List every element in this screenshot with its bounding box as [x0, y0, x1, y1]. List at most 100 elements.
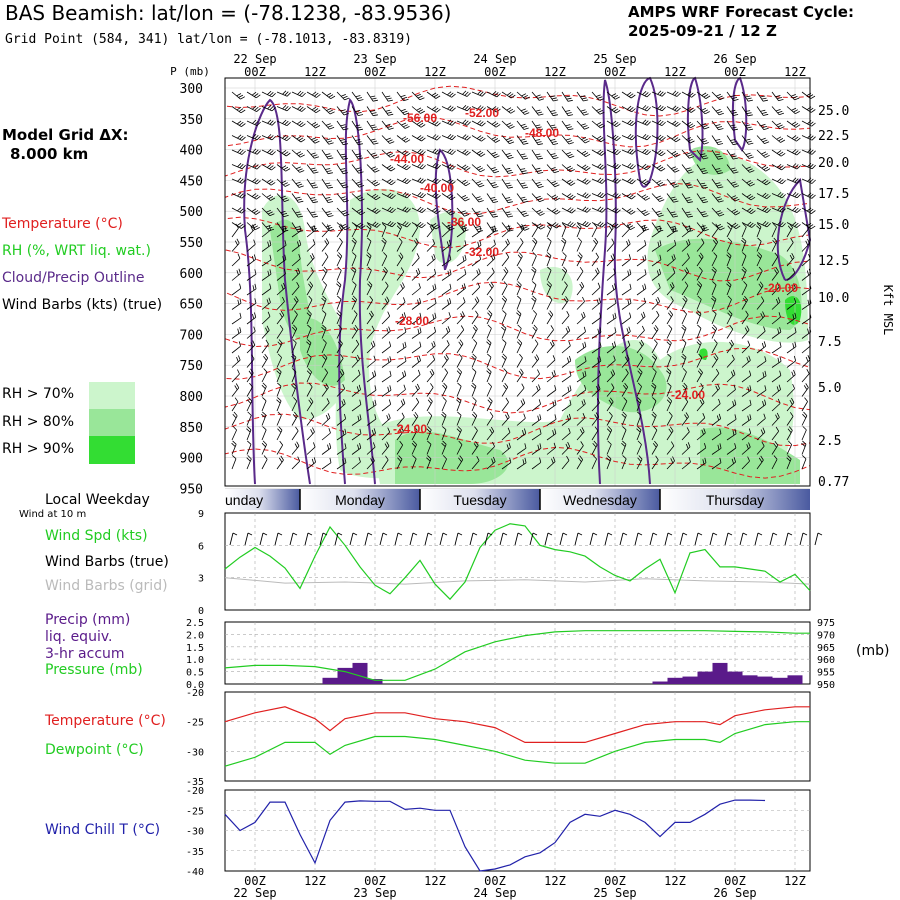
temp-panel-ytick: -30 [186, 747, 204, 758]
precip-panel-ytick: 0.5 [186, 668, 204, 679]
wind-barb [246, 269, 257, 281]
surface-wind-barb [649, 532, 658, 546]
wind-barb [801, 440, 807, 455]
wind-barb [681, 225, 691, 238]
top-date-label: 24 Sep [473, 52, 516, 66]
wind-barb [651, 325, 659, 339]
wind-barb [741, 310, 749, 325]
wind-barb [501, 281, 508, 296]
wind-barb [636, 368, 643, 383]
wind-barb [396, 206, 411, 213]
wind-barb [666, 135, 681, 143]
wind-barb [366, 325, 375, 339]
wind-barb [726, 223, 733, 238]
surface-wind-barb [574, 532, 583, 546]
wind-barb [666, 441, 675, 455]
wind-barb [336, 223, 344, 238]
top-time-tick: 00Z [484, 65, 506, 79]
wind-barb [351, 135, 363, 146]
wind-barb [741, 442, 751, 455]
wind-barb [456, 240, 467, 252]
wind-barb [426, 426, 432, 441]
wind-barb [426, 283, 437, 296]
wind-barb [261, 134, 276, 141]
wind-barb [456, 297, 466, 310]
wind-barb [321, 457, 332, 470]
wind-barb [651, 368, 657, 383]
wind-barb [261, 269, 272, 281]
wind-barb [606, 177, 621, 184]
wind-panel-ytick: 6 [198, 541, 204, 552]
wind-barb [471, 164, 485, 173]
wind-barb [411, 206, 426, 214]
wind-barb [486, 382, 492, 397]
wind-barb [651, 149, 666, 157]
precip-bar [682, 676, 698, 684]
wind-barb [381, 281, 389, 296]
surface-wind-barb [754, 532, 763, 546]
wind-barb [261, 397, 267, 412]
wind-barb [606, 312, 617, 325]
wind-barb [396, 267, 405, 281]
wind-barb [516, 383, 525, 397]
wind-barb [666, 397, 673, 412]
wind-barb [696, 324, 702, 339]
top-time-tick: 12Z [544, 65, 566, 79]
wind-barb [291, 239, 302, 252]
wind-barb [636, 440, 642, 455]
wind-barb [306, 149, 320, 159]
rh-shade-12 [690, 146, 730, 175]
wind-barb [711, 223, 719, 238]
wind-barb [426, 312, 437, 325]
wind-barb [231, 192, 246, 199]
wind-barb [261, 426, 267, 441]
wind-barb [306, 339, 312, 354]
wind-barb [291, 178, 304, 188]
height-tick-label: 2.5 [818, 434, 841, 449]
wind-barb [666, 382, 672, 397]
wind-barb [756, 441, 765, 455]
wind-barb [741, 135, 754, 145]
wind-barb [351, 428, 362, 441]
wind-barb [441, 354, 449, 368]
wind-barb [576, 370, 587, 383]
weekday-label: Thursday [706, 492, 764, 508]
wind-barb [711, 120, 724, 131]
wind-barb [321, 149, 334, 160]
wind-barb [276, 105, 291, 112]
wind-barb [516, 353, 523, 368]
wind-barb [771, 192, 786, 199]
wind-barb [261, 193, 276, 201]
wind-barb [306, 382, 313, 397]
wind-barb [321, 178, 333, 189]
wind-barb [666, 324, 673, 339]
wind-barb [516, 222, 530, 231]
wind-barb [351, 457, 361, 470]
wind-barb [456, 311, 465, 325]
wind-barb [501, 164, 514, 174]
wind-barb [456, 134, 471, 141]
wind-barb [606, 369, 616, 383]
wind-barb [756, 281, 764, 296]
wind-barb [741, 106, 753, 117]
wind-barb [306, 120, 321, 129]
wind-barb [231, 253, 241, 267]
windchill-panel-ytick: -35 [186, 847, 204, 858]
wind-barb [756, 221, 771, 228]
wind-barb [696, 207, 709, 218]
wind-barb [531, 369, 540, 383]
wind-barb [621, 193, 636, 200]
wind-barb [501, 382, 509, 397]
rh-shade-6 [270, 219, 315, 343]
wind-barb [711, 164, 723, 175]
wind-barb [261, 353, 269, 368]
wind-barb [576, 164, 591, 171]
temp-panel-frame [224, 691, 811, 782]
wind-barb [606, 207, 621, 214]
wind-barb [276, 382, 282, 397]
wind-barb [501, 91, 516, 99]
wind-barb [531, 310, 537, 325]
wind-barb [486, 441, 495, 455]
wind-barb [666, 207, 679, 218]
wind-barb [396, 327, 407, 339]
